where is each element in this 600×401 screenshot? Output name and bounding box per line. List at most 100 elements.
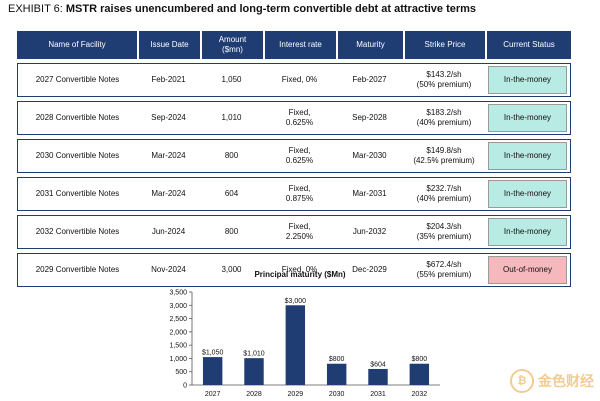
x-tick-label: 2029 (288, 391, 304, 398)
bar (285, 305, 306, 385)
cell-amount: 1,050 (200, 63, 263, 97)
cell-status: In-the-money (485, 63, 571, 97)
col-header-amount: Amount ($mn) (200, 31, 263, 59)
cell-interest-rate: Fixed, 0.625% (263, 101, 336, 135)
cell-issue-date: Feb-2021 (137, 63, 200, 97)
table-row: 2031 Convertible Notes Mar-2024 604 Fixe… (17, 177, 571, 211)
cell-status: In-the-money (485, 215, 571, 249)
status-badge: In-the-money (488, 180, 567, 208)
x-tick-label: 2032 (412, 391, 428, 398)
bar-data-label: $800 (329, 356, 345, 363)
cell-strike-price: $149.8/sh (42.5% premium) (403, 139, 485, 173)
bar (202, 357, 223, 385)
strike-premium: (55% premium) (416, 270, 472, 279)
table-row: 2027 Convertible Notes Feb-2021 1,050 Fi… (17, 63, 571, 97)
bar (326, 363, 347, 385)
y-tick-label: 0 (183, 383, 187, 390)
strike-premium: (40% premium) (416, 194, 472, 203)
y-tick-label: 2,000 (169, 329, 187, 336)
cell-status: In-the-money (485, 101, 571, 135)
strike-value: $232.7/sh (426, 184, 462, 193)
table-row: 2029 Convertible Notes Nov-2024 3,000 Fi… (17, 253, 571, 287)
col-header-interest-rate: Interest rate (263, 31, 336, 59)
principal-maturity-chart: 0 500 1,000 1,500 2,000 2,500 3,000 3,500 $1,050… (169, 290, 440, 398)
status-badge: In-the-money (488, 142, 567, 170)
bar (409, 363, 430, 385)
cell-interest-rate: Fixed, 0.875% (263, 177, 336, 211)
x-tick-label: 2030 (329, 391, 345, 398)
cell-maturity: Jun-2032 (336, 215, 403, 249)
cell-facility: 2028 Convertible Notes (17, 101, 137, 135)
status-badge: Out-of-money (488, 256, 567, 284)
cell-strike-price: $143.2/sh (50% premium) (403, 63, 485, 97)
chart-title: Principal maturity ($Mn) (254, 270, 346, 279)
strike-value: $672.4/sh (426, 260, 462, 269)
cell-maturity: Mar-2030 (336, 139, 403, 173)
cell-status: In-the-money (485, 139, 571, 173)
cell-interest-rate: Fixed, 0% (263, 63, 336, 97)
strike-premium: (50% premium) (416, 80, 472, 89)
x-tick-label: 2027 (205, 391, 221, 398)
cell-facility: 2032 Convertible Notes (17, 215, 137, 249)
cell-maturity: Dec-2029 (336, 253, 403, 287)
col-header-facility: Name of Facility (17, 31, 137, 59)
cell-facility: 2031 Convertible Notes (17, 177, 137, 211)
col-header-issue-date: Issue Date (137, 31, 200, 59)
exhibit-title: EXHIBIT 6: MSTR raises unencumbered and … (8, 2, 476, 16)
cell-strike-price: $204.3/sh (35% premium) (403, 215, 485, 249)
cell-interest-rate: Fixed, 0.625% (263, 139, 336, 173)
exhibit-headline: MSTR raises unencumbered and long-term c… (65, 3, 477, 15)
cell-amount: 800 (200, 139, 263, 173)
cell-strike-price: $183.2/sh (40% premium) (403, 101, 485, 135)
cell-issue-date: Sep-2024 (137, 101, 200, 135)
cell-maturity: Feb-2027 (336, 63, 403, 97)
watermark-text: 金色财经 (538, 373, 594, 389)
status-badge: In-the-money (488, 66, 567, 94)
cell-maturity: Sep-2028 (336, 101, 403, 135)
cell-interest-rate: Fixed, 2.250% (263, 215, 336, 249)
bar-data-label: $1,050 (202, 350, 224, 357)
cell-facility: 2029 Convertible Notes (17, 253, 137, 287)
table-header-row: Name of Facility Issue Date Amount ($mn)… (17, 31, 571, 59)
cell-strike-price: $672.4/sh (55% premium) (403, 253, 485, 287)
cell-amount: 800 (200, 215, 263, 249)
exhibit-label: EXHIBIT 6: (8, 3, 63, 15)
x-tick-label: 2031 (370, 391, 386, 398)
cell-interest-rate: Fixed, 0% (263, 253, 336, 287)
status-badge: In-the-money (488, 104, 567, 132)
bar (368, 368, 388, 385)
y-tick-label: 1,000 (169, 356, 187, 363)
strike-premium: (42.5% premium) (413, 156, 475, 165)
table-row: 2030 Convertible Notes Mar-2024 800 Fixe… (17, 139, 571, 173)
x-tick-label: 2028 (246, 391, 262, 398)
bar-data-label: $1,010 (243, 351, 265, 358)
strike-premium: (40% premium) (416, 118, 472, 127)
cell-issue-date: Jun-2024 (137, 215, 200, 249)
y-tick-label: 3,500 (169, 290, 187, 297)
strike-premium: (35% premium) (416, 232, 472, 241)
y-tick-label: 2,500 (169, 316, 187, 323)
cell-issue-date: Mar-2024 (137, 177, 200, 211)
bar (244, 358, 264, 385)
table-row: 2032 Convertible Notes Jun-2024 800 Fixe… (17, 215, 571, 249)
watermark: ₿ 金色财经 (510, 369, 594, 393)
y-tick-label: 3,000 (169, 303, 187, 310)
cell-status: Out-of-money (485, 253, 571, 287)
col-header-maturity: Maturity (336, 31, 403, 59)
cell-amount: 3,000 (200, 253, 263, 287)
y-tick-label: 500 (175, 369, 187, 376)
table-row: 2028 Convertible Notes Sep-2024 1,010 Fi… (17, 101, 571, 135)
strike-value: $183.2/sh (426, 108, 462, 117)
col-header-strike-price: Strike Price (403, 31, 485, 59)
cell-strike-price: $232.7/sh (40% premium) (403, 177, 485, 211)
coin-icon: ₿ (510, 369, 534, 393)
bar-data-label: $604 (370, 361, 386, 368)
cell-facility: 2030 Convertible Notes (17, 139, 137, 173)
cell-issue-date: Mar-2024 (137, 139, 200, 173)
strike-value: $204.3/sh (426, 222, 462, 231)
strike-value: $149.8/sh (426, 146, 462, 155)
cell-facility: 2027 Convertible Notes (17, 63, 137, 97)
facilities-table: Name of Facility Issue Date Amount ($mn)… (17, 27, 571, 291)
cell-status: In-the-money (485, 177, 571, 211)
cell-amount: 1,010 (200, 101, 263, 135)
